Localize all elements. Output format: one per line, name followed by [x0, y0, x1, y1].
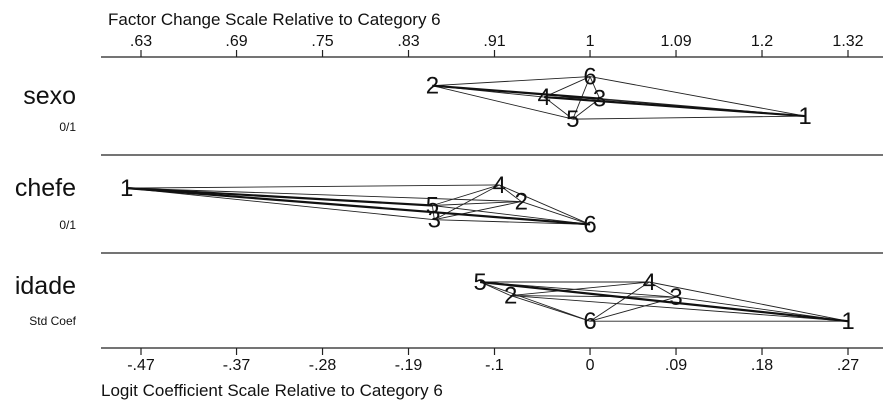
category-point-label: 2 — [426, 73, 439, 100]
connector-line-bold — [126, 187, 591, 226]
connector-line — [510, 295, 849, 322]
category-point-label: 1 — [841, 308, 854, 335]
top-tick-label: 1.09 — [660, 33, 691, 50]
bottom-tick-label: 0 — [586, 357, 595, 374]
connector-line — [572, 98, 600, 120]
category-point-label: 4 — [538, 84, 551, 111]
top-tick-label: .91 — [483, 33, 505, 50]
category-point-label: 6 — [583, 211, 596, 238]
category-point-label: 2 — [515, 189, 528, 216]
connector-line — [126, 184, 500, 189]
connector-line-bold — [432, 84, 600, 100]
axes-frame: .63-.47.69-.37.75-.28.83-.19.91-.1101.09… — [101, 33, 883, 374]
connector-line — [510, 295, 677, 298]
top-tick-label: .83 — [397, 33, 419, 50]
bottom-tick-label: -.37 — [223, 357, 251, 374]
variable-subtitle: Std Coef — [29, 314, 76, 328]
bottom-tick-label: -.28 — [309, 357, 337, 374]
top-tick-label: .69 — [225, 33, 247, 50]
variable-subtitle: 0/1 — [59, 218, 76, 232]
bottom-tick-label: -.47 — [127, 357, 155, 374]
connector-line — [543, 96, 574, 120]
connector-line-bold — [480, 280, 849, 323]
category-point-label: 2 — [504, 283, 517, 310]
category-point-label: 3 — [669, 284, 682, 311]
connector-line — [510, 281, 650, 297]
category-point-label: 4 — [493, 172, 506, 199]
connector-line — [589, 76, 601, 99]
top-axis-title: Factor Change Scale Relative to Category… — [108, 10, 441, 29]
connector-line-bold — [544, 95, 806, 118]
panel-sexo: sexo 0/1 1 2 3 456 — [23, 64, 811, 134]
connector-line — [434, 219, 591, 225]
connector-line — [432, 76, 591, 87]
connector-line — [521, 201, 591, 225]
top-tick-label: 1.2 — [751, 33, 773, 50]
bottom-tick-label: .18 — [751, 357, 773, 374]
category-point-label: 3 — [428, 207, 441, 234]
category-point-label: 6 — [583, 308, 596, 335]
connector-line — [649, 281, 677, 298]
connector-line — [589, 281, 650, 322]
connector-line — [543, 76, 591, 98]
connector-line — [499, 184, 591, 225]
panel-idade: idade Std Coef 1 2 34 5 6 — [15, 269, 855, 335]
variable-subtitle: 0/1 — [59, 120, 76, 134]
top-tick-label: .75 — [311, 33, 333, 50]
connector-line — [589, 76, 806, 117]
connector-line — [126, 187, 435, 221]
category-point-label: 5 — [426, 193, 439, 220]
category-point-label: 1 — [120, 175, 133, 202]
connector-line — [432, 184, 500, 206]
panel-chefe: chefe 0/1 1 2 3 4 5 6 — [15, 172, 597, 239]
connector-line — [649, 281, 849, 322]
variable-name: chefe — [15, 174, 76, 202]
connector-line — [432, 201, 522, 206]
category-point-label: 6 — [583, 64, 596, 91]
connector-line — [499, 184, 522, 202]
bottom-tick-label: .27 — [837, 357, 859, 374]
bottom-axis-title: Logit Coefficient Scale Relative to Cate… — [101, 381, 443, 400]
category-point-label: 4 — [643, 269, 656, 296]
connector-lines — [126, 184, 591, 226]
bottom-tick-label: -.1 — [485, 357, 504, 374]
bottom-tick-label: -.19 — [395, 357, 423, 374]
category-point-label: 3 — [593, 86, 606, 113]
top-tick-label: 1.32 — [832, 33, 863, 50]
connector-line — [126, 187, 522, 202]
connector-lines — [432, 76, 806, 120]
connector-line — [480, 281, 591, 322]
variable-name: idade — [15, 272, 76, 300]
variable-name: sexo — [23, 82, 76, 110]
top-tick-label: 1 — [586, 33, 595, 50]
category-point-label: 5 — [473, 269, 486, 296]
connector-line — [572, 115, 806, 120]
category-point-label: 1 — [798, 103, 811, 130]
connector-line — [432, 85, 573, 120]
bottom-tick-label: .09 — [665, 357, 687, 374]
connector-lines — [479, 280, 849, 323]
category-point-label: 5 — [566, 106, 579, 133]
top-tick-label: .63 — [130, 33, 152, 50]
